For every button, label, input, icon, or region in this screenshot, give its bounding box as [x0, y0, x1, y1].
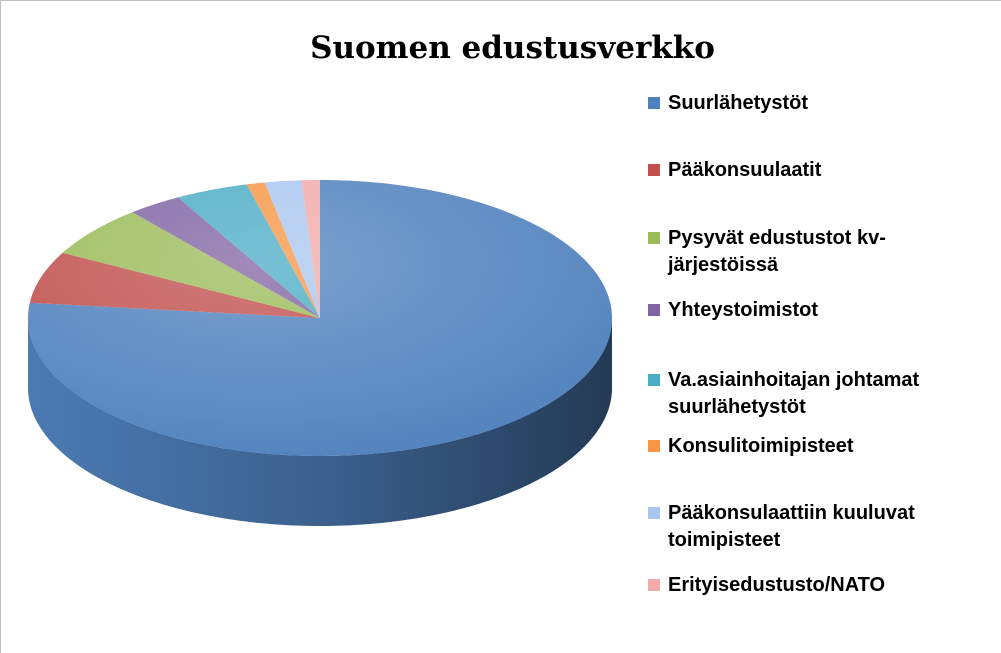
legend-label: Va.asiainhoitajan johtamat suurlähetystö…	[668, 369, 920, 418]
legend-swatch	[648, 164, 660, 176]
pie-highlight	[28, 180, 612, 456]
legend-swatch	[648, 374, 660, 386]
pie-side-shade	[28, 318, 612, 526]
legend-label: Yhteystoimistot	[668, 299, 819, 321]
legend-swatch	[648, 579, 660, 591]
legend-label: Pääkonsuulaatit	[668, 159, 822, 181]
legend-swatch	[648, 232, 660, 244]
legend-swatch	[648, 97, 660, 109]
legend-label: Konsulitoimipisteet	[668, 435, 854, 457]
legend-label: Pääkonsulaattiin kuuluvat toimipisteet	[668, 502, 915, 551]
legend-label: Pysyvät edustustot kv-järjestöissä	[668, 227, 886, 276]
chart-title: Suomen edustusverkko	[310, 30, 715, 66]
legend-swatch	[648, 304, 660, 316]
legend-swatch	[648, 440, 660, 452]
legend-label: Suurlähetystöt	[668, 92, 809, 114]
legend-label: Erityisedustusto/NATO	[668, 574, 886, 596]
legend-swatch	[648, 507, 660, 519]
